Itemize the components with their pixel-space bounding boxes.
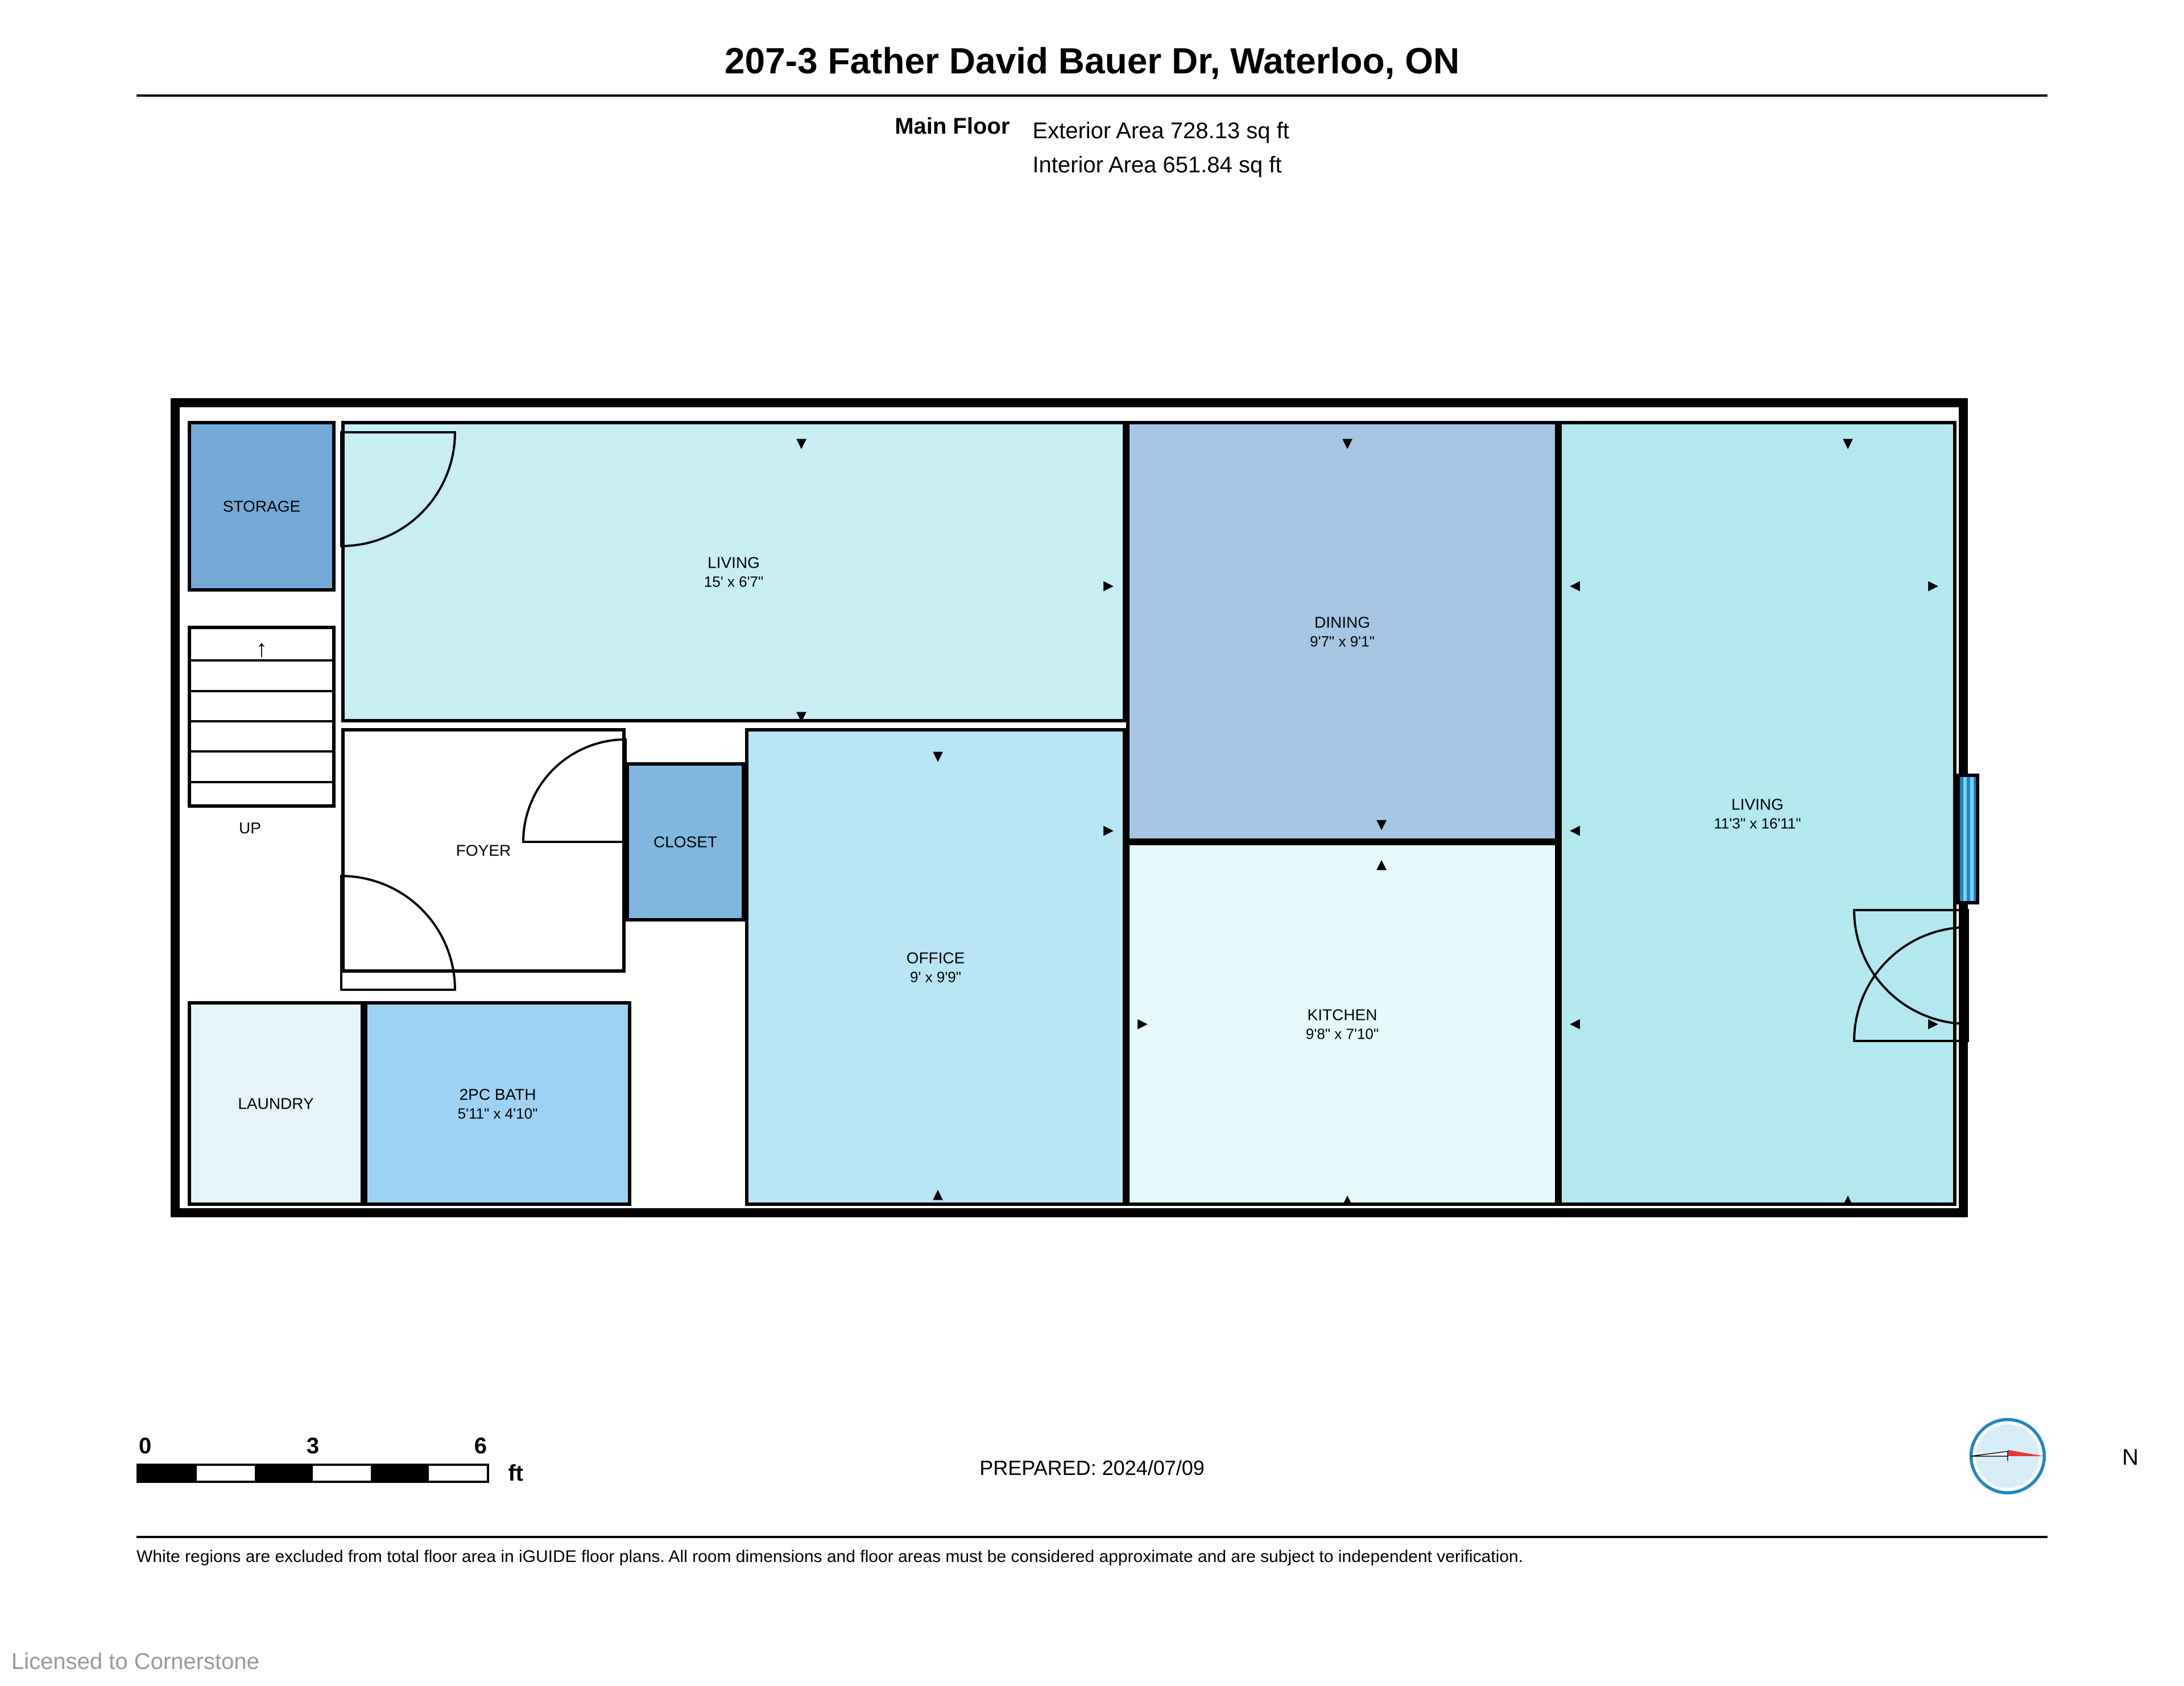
scale-segment xyxy=(429,1466,487,1481)
stairs: ↑ xyxy=(188,626,336,808)
scale-segment xyxy=(313,1466,371,1481)
room-dimensions: 15' x 6'7" xyxy=(704,572,763,591)
direction-arrow-icon: ◂ xyxy=(1570,819,1580,840)
door-swing-icon xyxy=(520,736,731,948)
direction-arrow-icon: ▴ xyxy=(1843,1189,1853,1209)
room-office: OFFICE9' x 9'9" xyxy=(745,728,1126,1206)
room-label-living1: LIVING15' x 6'7" xyxy=(704,552,763,591)
disclaimer-text: White regions are excluded from total fl… xyxy=(136,1547,2048,1567)
room-dimensions: 11'3" x 16'11" xyxy=(1714,814,1801,833)
room-label-foyer: FOYER xyxy=(456,841,511,861)
room-name: FOYER xyxy=(456,841,511,861)
floor-label: Main Floor xyxy=(895,114,1010,182)
direction-arrow-icon: ▾ xyxy=(933,745,943,766)
direction-arrow-icon: ▸ xyxy=(1138,1013,1148,1033)
direction-arrow-icon: ▾ xyxy=(1843,432,1853,453)
scale-segment xyxy=(255,1466,313,1481)
room-dimensions: 9'8" x 7'10" xyxy=(1306,1024,1379,1043)
room-name: OFFICE xyxy=(907,948,965,968)
licensed-watermark: Licensed to Cornerstone xyxy=(11,1649,259,1675)
compass-icon xyxy=(1968,1416,2048,1496)
page-title: 207-3 Father David Bauer Dr, Waterloo, O… xyxy=(136,40,2048,92)
scale-tick: 6 xyxy=(474,1433,487,1459)
scale-tick: 0 xyxy=(139,1433,151,1459)
compass-label: N xyxy=(2122,1445,2138,1470)
room-dimensions: 5'11" x 4'10" xyxy=(458,1104,538,1123)
scale-unit: ft xyxy=(508,1461,523,1486)
room-name: KITCHEN xyxy=(1306,1005,1379,1024)
direction-arrow-icon: ▾ xyxy=(796,432,806,453)
room-kitchen: KITCHEN9'8" x 7'10" xyxy=(1126,842,1558,1206)
direction-arrow-icon: ▴ xyxy=(1376,853,1387,874)
scale-tick: 3 xyxy=(307,1433,319,1459)
room-label-kitchen: KITCHEN9'8" x 7'10" xyxy=(1306,1005,1379,1043)
prepared-date: PREPARED: 2024/07/09 xyxy=(979,1456,1205,1480)
door-swing-icon xyxy=(224,315,458,549)
room-label-living2: LIVING11'3" x 16'11" xyxy=(1714,794,1801,833)
area-block: Exterior Area 728.13 sq ft Interior Area… xyxy=(1032,114,1289,182)
room-label-office: OFFICE9' x 9'9" xyxy=(907,948,965,986)
scale-bar: 0 3 6 ft xyxy=(136,1433,489,1483)
title-divider xyxy=(136,94,2048,97)
stairs-up-label: UP xyxy=(239,819,261,837)
door-swing-icon xyxy=(224,873,458,1107)
bottom-divider xyxy=(136,1536,2048,1538)
room-name: LIVING xyxy=(704,552,763,572)
scale-segment xyxy=(197,1466,255,1481)
scale-segments xyxy=(136,1464,489,1483)
room-name: DINING xyxy=(1310,612,1375,632)
room-living1: LIVING15' x 6'7" xyxy=(341,421,1126,722)
interior-area: Interior Area 651.84 sq ft xyxy=(1032,148,1289,182)
exterior-area: Exterior Area 728.13 sq ft xyxy=(1032,114,1289,148)
direction-arrow-icon: ▸ xyxy=(1103,575,1114,595)
direction-arrow-icon: ▸ xyxy=(1928,575,1938,595)
door-swing-icon xyxy=(1851,924,2085,1158)
room-dimensions: 9'7" x 9'1" xyxy=(1310,632,1375,651)
direction-arrow-icon: ▾ xyxy=(796,705,806,726)
scale-segment xyxy=(139,1466,197,1481)
scale-segment xyxy=(371,1466,429,1481)
direction-arrow-icon: ▾ xyxy=(1376,813,1387,834)
room-name: LIVING xyxy=(1714,794,1801,814)
page: 207-3 Father David Bauer Dr, Waterloo, O… xyxy=(136,40,2048,182)
direction-arrow-icon: ◂ xyxy=(1570,1013,1580,1033)
room-label-bath: 2PC BATH5'11" x 4'10" xyxy=(458,1084,538,1123)
floor-meta: Main Floor Exterior Area 728.13 sq ft In… xyxy=(136,114,2048,182)
room-dimensions: 9' x 9'9" xyxy=(907,968,965,986)
room-dining: DINING9'7" x 9'1" xyxy=(1126,421,1558,842)
scale-ticks: 0 3 6 xyxy=(136,1433,489,1464)
direction-arrow-icon: ◂ xyxy=(1570,575,1580,595)
direction-arrow-icon: ▴ xyxy=(933,1183,943,1204)
stairs-arrow-icon: ↑ xyxy=(256,635,268,662)
room-name: 2PC BATH xyxy=(458,1084,538,1104)
direction-arrow-icon: ▴ xyxy=(1342,1189,1352,1209)
direction-arrow-icon: ▾ xyxy=(1342,432,1352,453)
room-label-dining: DINING9'7" x 9'1" xyxy=(1310,612,1375,651)
direction-arrow-icon: ▸ xyxy=(1103,819,1114,840)
floor-plan: STORAGELIVING15' x 6'7"DINING9'7" x 9'1"… xyxy=(171,398,1968,1217)
